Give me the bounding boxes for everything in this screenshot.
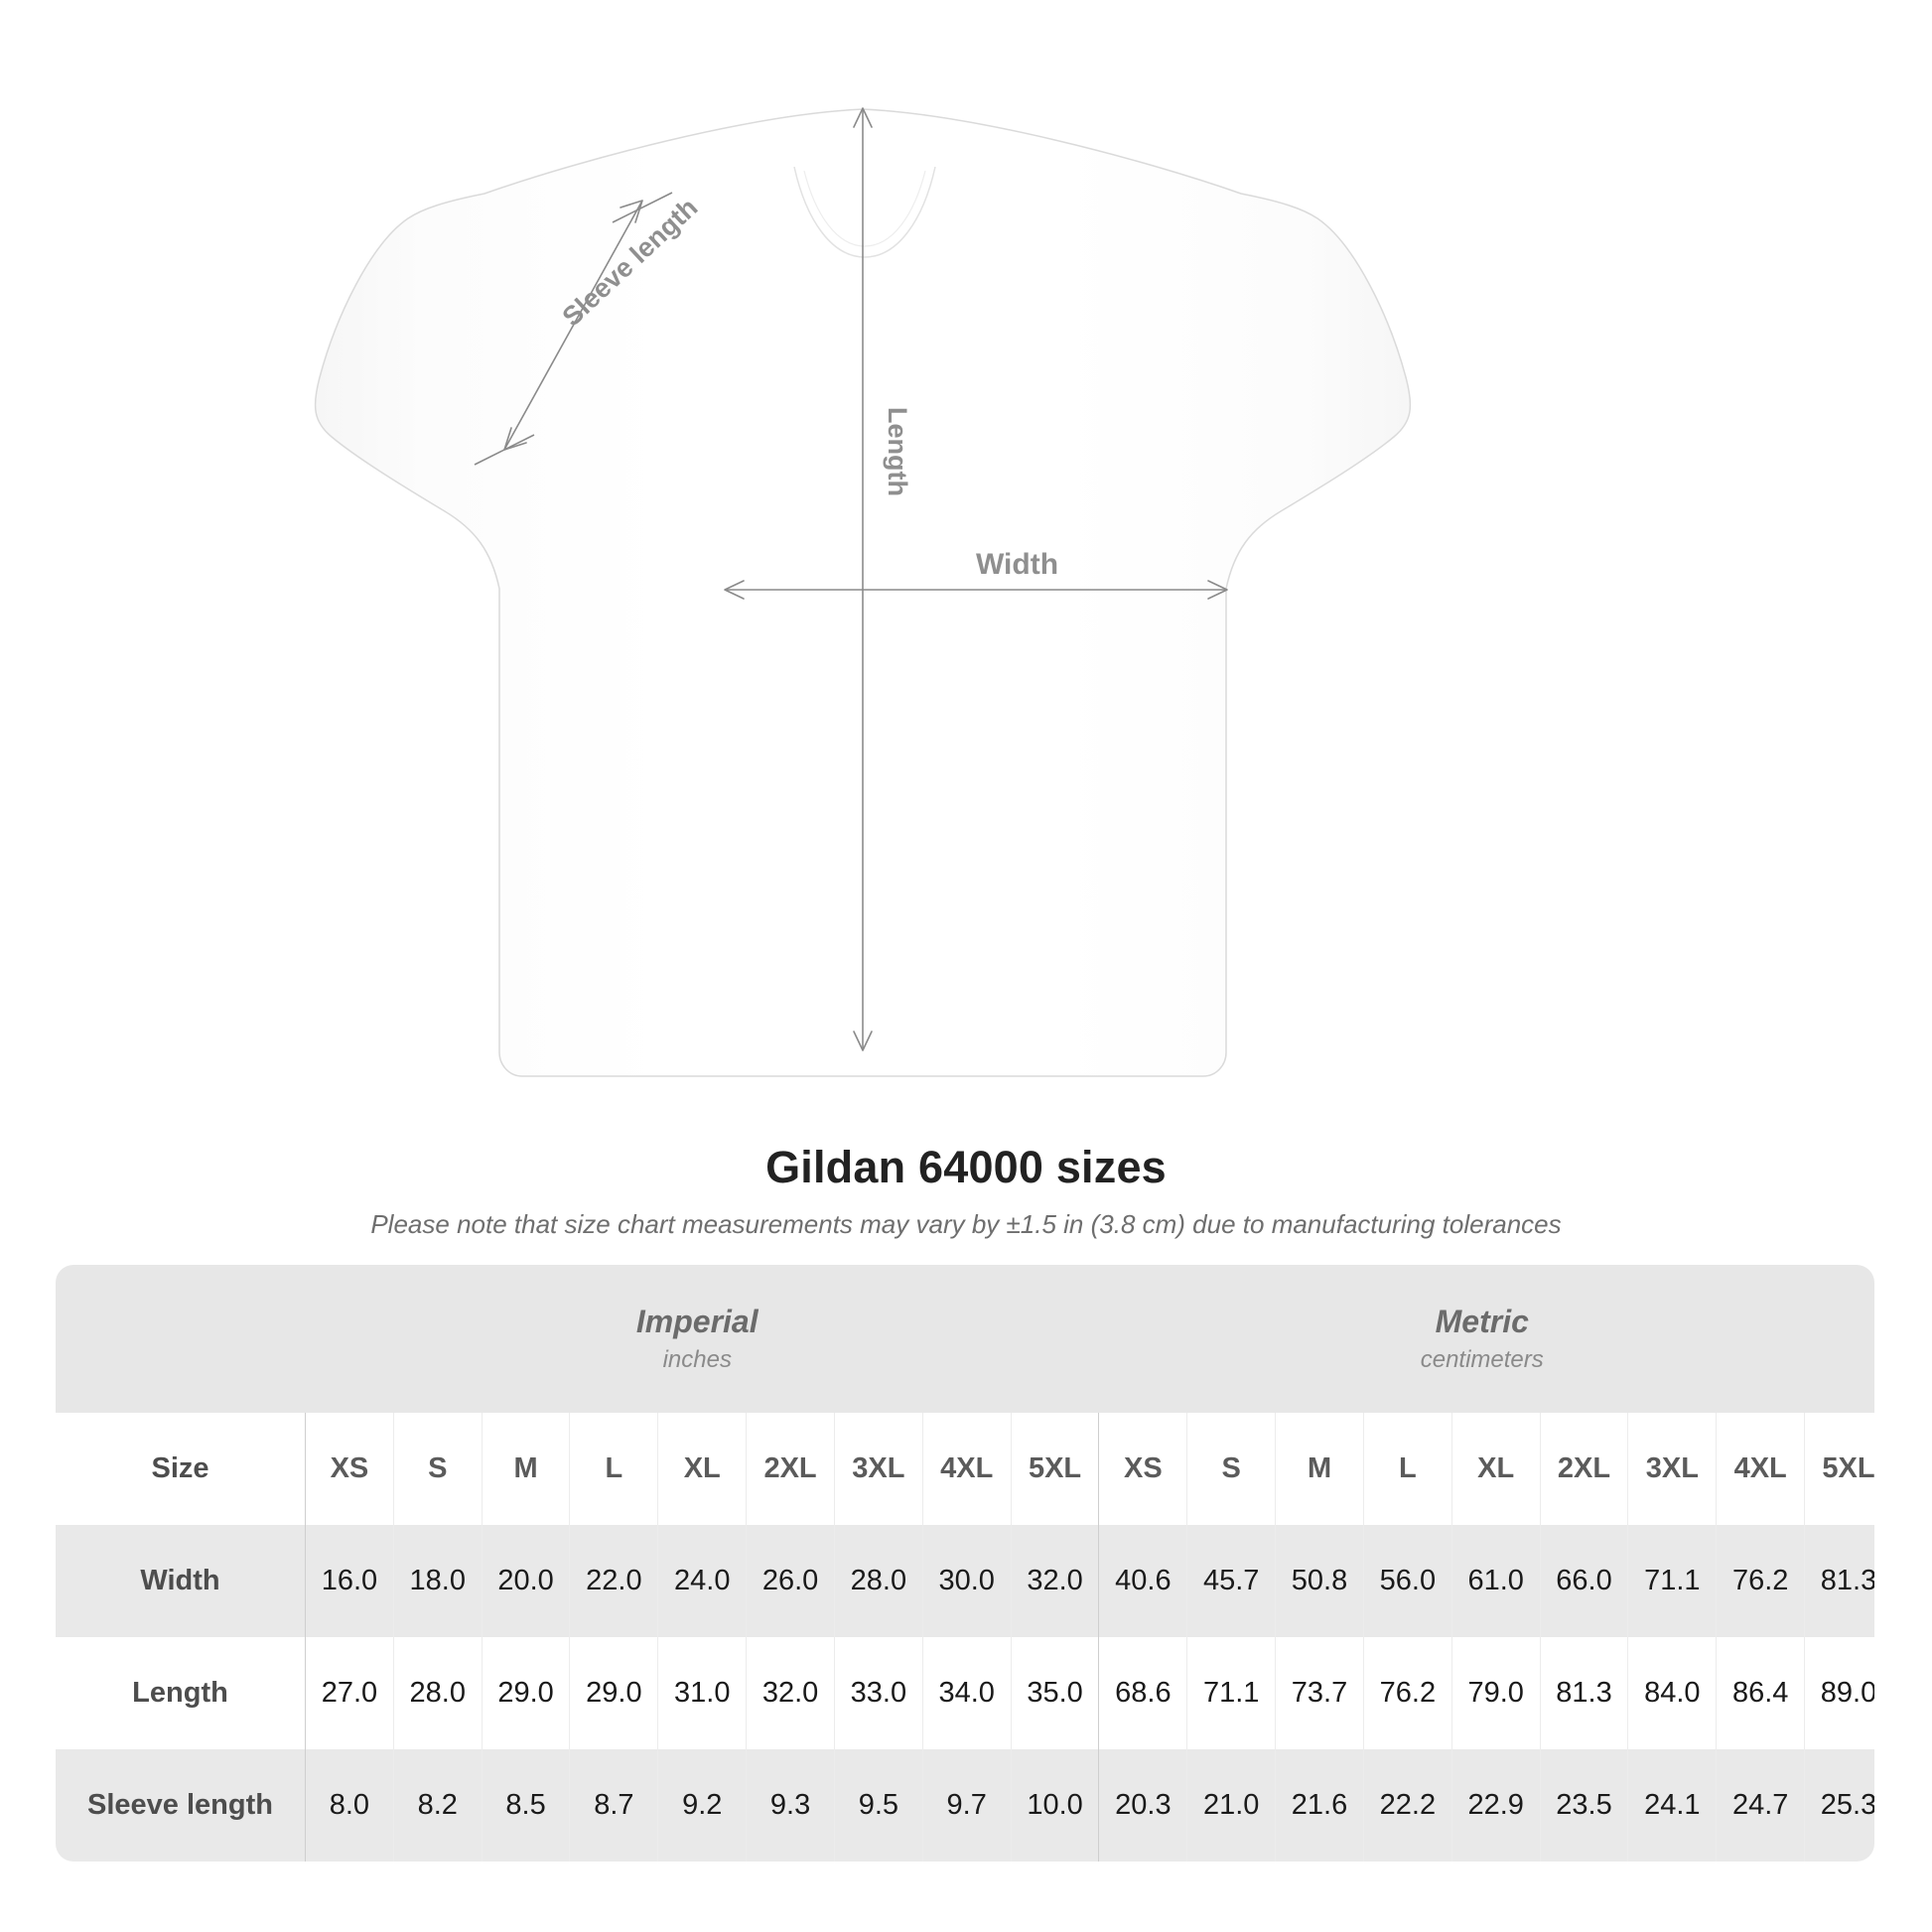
svg-text:Width: Width bbox=[976, 548, 1058, 581]
svg-text:Length: Length bbox=[883, 407, 912, 496]
